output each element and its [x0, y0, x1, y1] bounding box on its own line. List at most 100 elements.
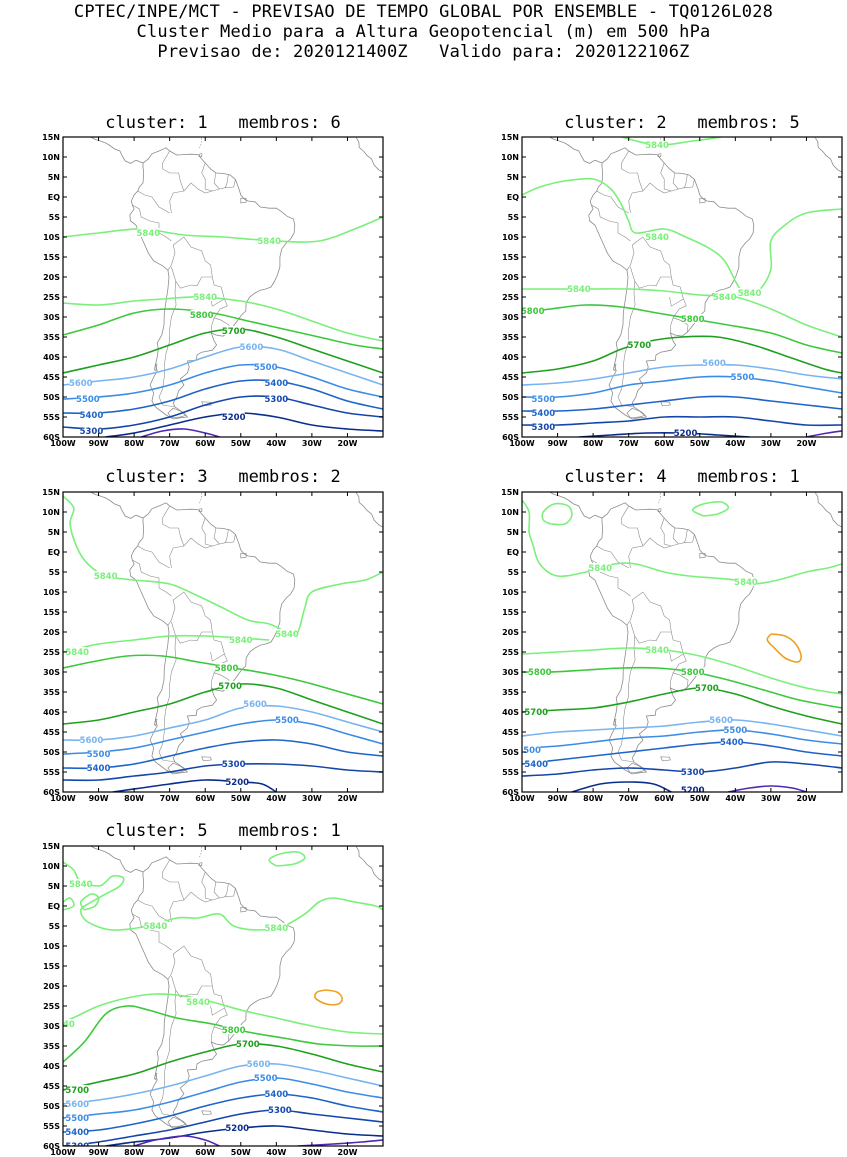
contour-label-bg — [66, 1099, 89, 1108]
lat-tick-label: 15S — [43, 253, 60, 262]
contour-label-bg — [735, 577, 757, 586]
island — [660, 756, 671, 762]
country-border — [162, 859, 185, 901]
contour-label-5600: 5600 — [702, 359, 726, 369]
country-border — [210, 631, 225, 662]
header-line-1: CPTEC/INPE/MCT - PREVISAO DE TEMPO GLOBA… — [73, 2, 774, 22]
south-america-coastline — [588, 502, 755, 775]
island — [240, 906, 247, 913]
lat-tick-label: 45S — [43, 373, 60, 382]
lon-tick-label: 40W — [266, 1148, 286, 1157]
contour-label-bg — [681, 767, 704, 776]
lat-tick-label: 10S — [43, 588, 60, 597]
lat-tick-label: 45S — [43, 1082, 60, 1091]
contour-label-bg — [137, 228, 160, 237]
contour-5840 — [522, 177, 744, 294]
contour-label-5200: 5200 — [225, 778, 249, 788]
lat-tick-label: 15S — [502, 608, 519, 617]
lat-tick-label: 60S — [43, 1142, 60, 1151]
contour-label-bg — [532, 408, 555, 417]
panel-title-5: cluster: 5 membros: 1 — [105, 821, 341, 841]
contour-label-bg — [222, 1025, 245, 1034]
contour-label-bg — [265, 394, 288, 403]
contour-5400 — [63, 379, 383, 415]
contour-label-5200: 5200 — [681, 786, 705, 796]
contour-label-bg — [276, 629, 298, 638]
lon-tick-label: 80W — [124, 439, 144, 448]
contour-label-5840: 5840 — [193, 293, 217, 303]
lon-tick-label: 60W — [654, 439, 674, 448]
island — [699, 552, 706, 559]
contour-5100 — [297, 1139, 383, 1146]
country-border — [224, 174, 229, 188]
contour-label-5840: 5840 — [264, 924, 288, 934]
contour-5840 — [79, 893, 100, 911]
contour-5840 — [63, 495, 383, 635]
country-border — [670, 672, 689, 689]
island — [198, 862, 203, 866]
lat-tick-label: 40S — [43, 353, 60, 362]
cluster-map-1: 5840 5840 5840 5800 5700 5600 5600 5500 5500 5400… — [42, 133, 384, 448]
contour-5840 — [63, 296, 383, 342]
contour-label-5840: 5840 — [645, 646, 669, 656]
contour-label-5400: 5400 — [531, 409, 555, 419]
contour-label-5840: 5840 — [186, 998, 210, 1008]
country-border — [137, 190, 170, 214]
contour-5840 — [522, 647, 842, 695]
lat-tick-label: 60S — [43, 433, 60, 442]
country-border — [210, 276, 225, 307]
lon-tick-label: 30W — [302, 1148, 322, 1157]
contour-label-5800: 5800 — [215, 664, 239, 674]
contour-label-bg — [268, 1105, 291, 1114]
contour-label-bg — [244, 699, 266, 708]
map-area: 5840 5840 5840 5840 5840 5800 5700 5700 5600 5600… — [63, 846, 383, 1152]
contour-5300 — [522, 415, 842, 427]
country-border — [137, 545, 170, 569]
contour-label-5500: 5500 — [723, 726, 747, 736]
island — [626, 407, 646, 419]
country-border — [162, 150, 185, 192]
lat-tick-label: 5N — [48, 173, 60, 182]
lon-tick-label: 30W — [302, 439, 322, 448]
contour-label-bg — [703, 358, 725, 367]
country-border — [169, 534, 236, 569]
contour-label-5300: 5300 — [264, 395, 288, 405]
island — [613, 718, 617, 727]
contour-label-5500: 5500 — [254, 363, 278, 373]
country-border — [224, 529, 229, 543]
country-border — [660, 517, 672, 547]
island — [660, 401, 671, 407]
map-area: 5840 5840 5840 5800 5700 5600 5600 5500 5500 5400… — [63, 137, 383, 437]
lon-tick-label: 60W — [654, 794, 674, 803]
contour-label-5300: 5300 — [268, 1106, 292, 1116]
contour-label-bg — [646, 232, 669, 241]
central-america-coastline — [549, 492, 603, 519]
africa-coastline — [814, 492, 842, 528]
contour-label-5400: 5400 — [264, 379, 288, 389]
contour-label-5200: 5200 — [674, 429, 698, 439]
contour-label-5840: 5840 — [734, 578, 758, 588]
lon-tick-label: 30W — [761, 439, 781, 448]
contour-label-bg — [713, 292, 736, 301]
contour-5200 — [571, 781, 672, 792]
lon-tick-label: 40W — [266, 439, 286, 448]
lon-tick-label: 20W — [337, 439, 357, 448]
contour-label-bg — [247, 1059, 270, 1068]
lat-tick-label: 35S — [43, 333, 60, 342]
lon-tick-label: 80W — [583, 794, 603, 803]
lat-tick-label: 10S — [502, 233, 519, 242]
lon-tick-label: 100W — [50, 794, 76, 803]
lat-tick-label: 25S — [502, 648, 519, 657]
lat-tick-label: 30S — [43, 668, 60, 677]
contour-label-bg — [226, 1123, 249, 1132]
lat-tick-label: 45S — [43, 728, 60, 737]
contour-label-5840: 5840 — [257, 237, 281, 247]
island — [613, 363, 617, 372]
lat-tick-label: 35S — [43, 688, 60, 697]
contour-label-bg — [76, 394, 99, 403]
contour-5700 — [522, 687, 842, 725]
contour-label-5500: 5500 — [87, 750, 111, 760]
cluster-map-5: 5840 5840 5840 5840 5840 5800 5700 5700 5600 5600… — [42, 842, 384, 1157]
lat-tick-label: 35S — [43, 1042, 60, 1051]
contour-label-5300: 5300 — [65, 1142, 89, 1152]
